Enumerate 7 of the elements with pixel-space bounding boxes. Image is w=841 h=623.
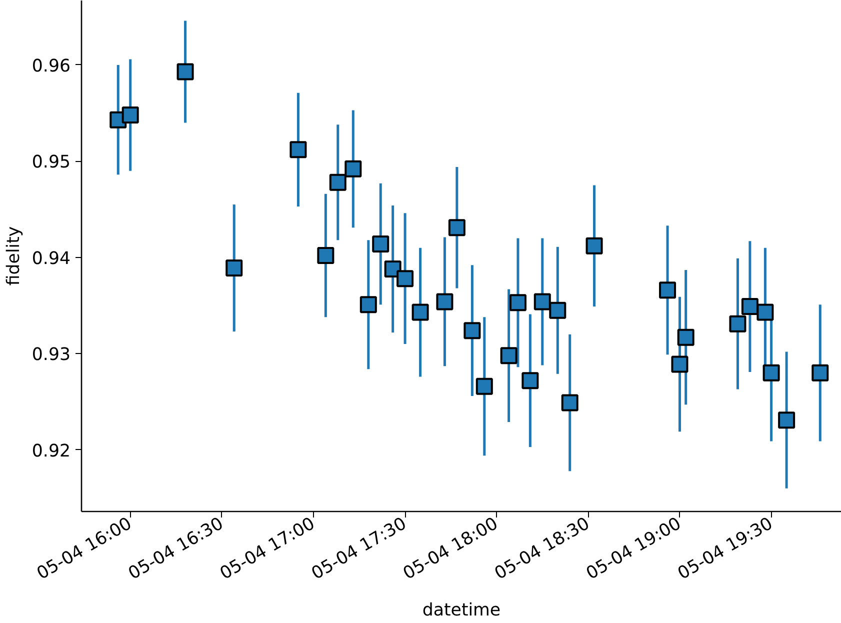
y-tick-label: 0.93 [32,345,71,366]
y-tick-label: 0.92 [32,441,71,462]
y-axis-title: fidelity [4,226,24,286]
y-tick-label: 0.94 [32,248,71,269]
y-tick-label: 0.96 [32,56,71,76]
y-tick-label: 0.95 [32,152,71,173]
x-axis-title: datetime [422,600,501,621]
